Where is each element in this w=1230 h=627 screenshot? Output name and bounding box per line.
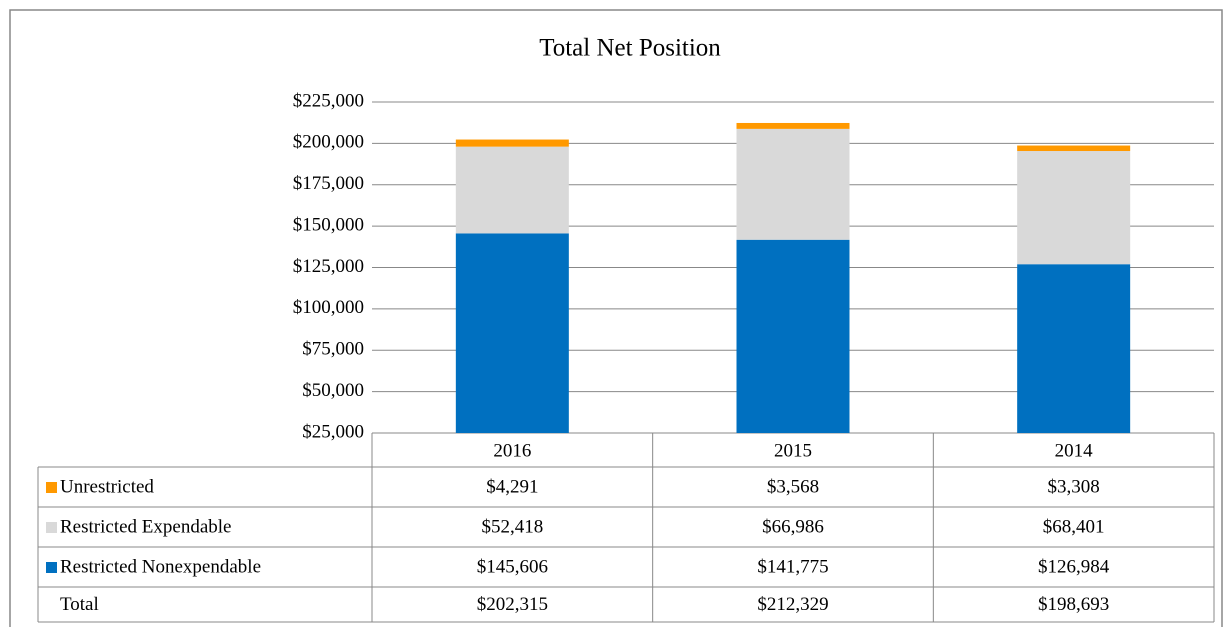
legend-label: Unrestricted	[60, 476, 154, 497]
legend-label: Restricted Expendable	[60, 516, 231, 537]
legend-key	[46, 562, 57, 573]
table-cell: $4,291	[486, 476, 538, 497]
y-tick-label: $125,000	[293, 256, 364, 277]
y-tick-label: $200,000	[293, 132, 364, 153]
y-tick-label: $175,000	[293, 173, 364, 194]
total-cell: $198,693	[1038, 594, 1109, 615]
total-label: Total	[60, 594, 99, 615]
x-tick-label: 2015	[774, 440, 812, 461]
bar-segment	[736, 122, 850, 129]
bar-segment	[736, 128, 850, 240]
table-cell: $52,418	[481, 516, 543, 537]
table-cell: $141,775	[757, 556, 828, 577]
table-cell: $3,308	[1048, 476, 1100, 497]
table-cell: $3,568	[767, 476, 819, 497]
legend-key	[46, 482, 57, 493]
bar-segment	[1017, 145, 1131, 152]
x-tick-label: 2014	[1055, 440, 1094, 461]
chart-title: Total Net Position	[539, 35, 721, 62]
total-cell: $212,329	[757, 594, 828, 615]
bar-segment	[455, 139, 569, 147]
bar-segment	[455, 233, 569, 433]
y-tick-label: $150,000	[293, 214, 364, 235]
table-cell: $68,401	[1043, 516, 1105, 537]
y-tick-label: $50,000	[302, 380, 364, 401]
table-cell: $145,606	[477, 556, 548, 577]
bar-segment	[1017, 151, 1131, 265]
legend-key	[46, 522, 57, 533]
legend-label: Restricted Nonexpendable	[60, 556, 261, 577]
bar-segment	[1017, 264, 1131, 433]
x-tick-label: 2016	[493, 440, 531, 461]
y-tick-label: $100,000	[293, 297, 364, 318]
total-cell: $202,315	[477, 594, 548, 615]
bar-segment	[455, 146, 569, 234]
table-cell: $126,984	[1038, 556, 1110, 577]
bar-segment	[736, 239, 850, 433]
table-cell: $66,986	[762, 516, 824, 537]
y-tick-label: $25,000	[302, 421, 364, 442]
y-tick-label: $75,000	[302, 339, 364, 360]
y-tick-label: $225,000	[293, 90, 364, 111]
